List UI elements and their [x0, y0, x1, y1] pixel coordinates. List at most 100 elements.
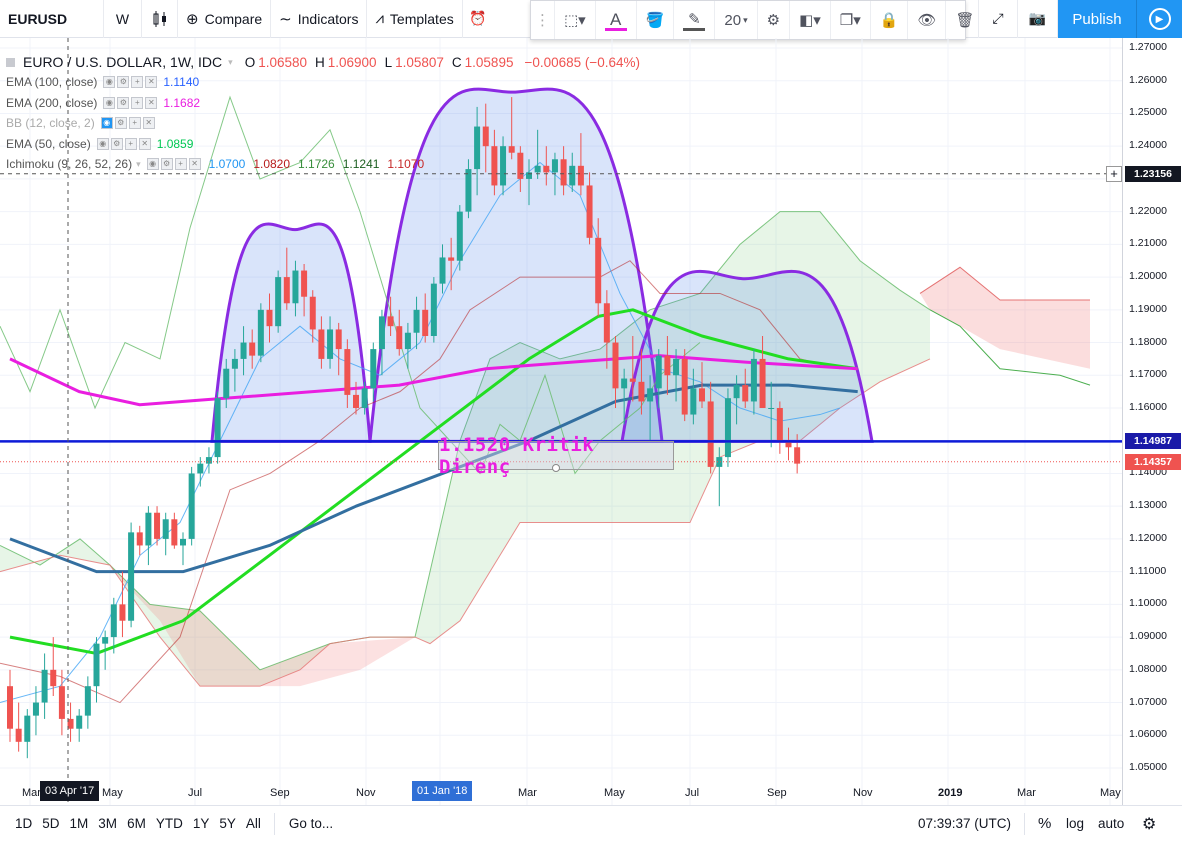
candle-up: [534, 165, 541, 173]
auto-toggle[interactable]: auto: [1098, 816, 1125, 831]
alert-button[interactable]: ⏰: [463, 0, 493, 38]
settings-button[interactable]: ⚙: [758, 1, 791, 39]
replay-button[interactable]: ▶: [1136, 0, 1182, 38]
legend-ema100[interactable]: EMA (100, close) ◉ ⚙ + ✕ 1.1140: [6, 72, 640, 93]
date-ranges: 1D 5D 1M 3M 6M YTD 1Y 5Y All: [10, 816, 266, 831]
candle-up: [197, 463, 204, 474]
ichimoku-base-value: 1.0820: [253, 157, 291, 172]
range-5d[interactable]: 5D: [42, 816, 60, 831]
ema200-controls[interactable]: ◉ ⚙ + ✕: [103, 96, 158, 109]
visual-order-button[interactable]: ◧▾: [790, 1, 831, 39]
caret-down-icon: ▾: [743, 14, 748, 25]
price-tick-label: 1.19000: [1129, 302, 1167, 315]
candle-down: [595, 237, 602, 304]
time-tick-label: Sep: [767, 787, 787, 799]
templates-button[interactable]: ⩘ Templates: [367, 0, 463, 38]
paint-bucket-icon: 🪣: [645, 12, 665, 29]
candle-up: [361, 388, 368, 408]
chart-pane[interactable]: 1.1520 Kritik Direnç: [0, 38, 1122, 805]
line-color-button[interactable]: ✎: [674, 1, 716, 39]
compare-button[interactable]: ⊕ Compare: [178, 0, 272, 38]
delete-button[interactable]: 🗑: [946, 1, 983, 39]
font-size-select[interactable]: 20 ▾: [715, 1, 758, 39]
left-shoulder-arc: [210, 222, 372, 443]
candle-down: [681, 358, 688, 415]
candle-down: [612, 342, 619, 389]
add-alert-plus-button[interactable]: +: [1106, 165, 1122, 182]
ema200-value: 1.1682: [163, 95, 201, 110]
gear-icon[interactable]: ⚙: [1142, 815, 1157, 833]
goto-button[interactable]: Go to...: [288, 816, 334, 831]
candle-down: [517, 152, 524, 179]
legend-ema200[interactable]: EMA (200, close) ◉ ⚙ + ✕ 1.1682: [6, 93, 640, 114]
candle-down: [629, 378, 636, 382]
indicators-button[interactable]: ∼ Indicators: [271, 0, 368, 38]
candle-up: [750, 358, 757, 402]
ichimoku-controls[interactable]: ◉ ⚙ + ✕: [146, 158, 201, 171]
legend-bb[interactable]: BB (12, close, 2) ◉ ⚙ + ✕: [6, 113, 640, 134]
range-5y[interactable]: 5Y: [219, 816, 236, 831]
candle-down: [603, 303, 610, 343]
ohlc-values: O 1.06580 H 1.06900 L 1.05807 C 1.05895 −0.0…: [245, 55, 640, 70]
candle-down: [482, 126, 489, 147]
range-all[interactable]: All: [245, 816, 261, 831]
ema50-controls[interactable]: ◉ ⚙ + ✕: [96, 137, 151, 150]
bb-label: BB (12, close, 2): [6, 116, 95, 131]
hide-button[interactable]: 👁: [908, 1, 947, 39]
symbol-search[interactable]: EURUSD: [0, 0, 104, 38]
clone-button[interactable]: ❐▾: [831, 1, 871, 39]
ichimoku-lagging-value: 1.1726: [298, 157, 335, 172]
fill-color-button[interactable]: 🪣: [637, 1, 675, 39]
annotation-anchor-handle[interactable]: [552, 464, 560, 472]
area-style-button[interactable]: ⬚▾: [555, 1, 596, 39]
price-axis[interactable]: 1.270001.260001.250001.240001.230001.220…: [1122, 38, 1182, 805]
candle-up: [647, 388, 654, 402]
ema100-value: 1.1140: [163, 75, 200, 90]
candle-up: [526, 172, 532, 179]
publish-button[interactable]: Publish: [1058, 0, 1136, 38]
candle-up: [724, 398, 731, 458]
change-value: −0.00685 (−0.64%): [524, 54, 641, 70]
senkou-b-future: [919, 266, 1090, 301]
ema100-controls[interactable]: ◉ ⚙ + ✕: [103, 76, 158, 89]
candle-down: [508, 146, 515, 153]
candle-down: [335, 329, 342, 350]
gear-icon: ⚙: [766, 12, 781, 29]
collapse-icon[interactable]: [6, 57, 15, 67]
resistance-annotation[interactable]: 1.1520 Kritik Direnç: [438, 434, 674, 478]
price-chart[interactable]: [0, 38, 1122, 805]
candle-down: [50, 669, 57, 687]
interval-selector[interactable]: W: [104, 0, 142, 38]
candle-up: [327, 329, 334, 359]
bb-controls[interactable]: ◉ ⚙ + ✕: [100, 117, 155, 130]
close-value: 1.05895: [464, 54, 514, 70]
drag-handle[interactable]: ⋮: [531, 1, 555, 39]
legend-ichimoku[interactable]: Ichimoku (9, 26, 52, 26) ▾ ◉ ⚙ + ✕ 1.0700 1…: [6, 154, 640, 175]
candle-down: [318, 329, 325, 359]
percent-toggle[interactable]: %: [1038, 815, 1052, 832]
range-3m[interactable]: 3M: [98, 816, 118, 831]
log-toggle[interactable]: log: [1066, 816, 1085, 831]
range-ytd[interactable]: YTD: [155, 816, 183, 831]
candle-up: [76, 715, 83, 729]
legend-ema50[interactable]: EMA (50, close) ◉ ⚙ + ✕ 1.0859: [6, 134, 640, 155]
high-label: H: [315, 54, 325, 70]
ema100-line: [9, 383, 858, 574]
chart-style-button[interactable]: [142, 0, 178, 38]
range-1m[interactable]: 1M: [69, 816, 89, 831]
candle-down: [491, 146, 498, 186]
range-1d[interactable]: 1D: [15, 816, 33, 831]
range-6m[interactable]: 6M: [127, 816, 146, 831]
candle-up: [188, 473, 195, 539]
fullscreen-button[interactable]: ⤢: [978, 0, 1018, 38]
candle-up: [673, 358, 680, 376]
templates-icon: ⩘: [375, 10, 384, 27]
lock-button[interactable]: 🔒: [871, 1, 909, 39]
range-1y[interactable]: 1Y: [192, 816, 210, 831]
caret-down-icon[interactable]: ▾: [228, 56, 233, 67]
close-label: C: [451, 54, 462, 70]
ema100-label: EMA (100, close): [6, 75, 98, 90]
candle-up: [378, 316, 385, 350]
snapshot-button[interactable]: 📷: [1018, 0, 1058, 38]
text-color-button[interactable]: A: [596, 1, 637, 39]
